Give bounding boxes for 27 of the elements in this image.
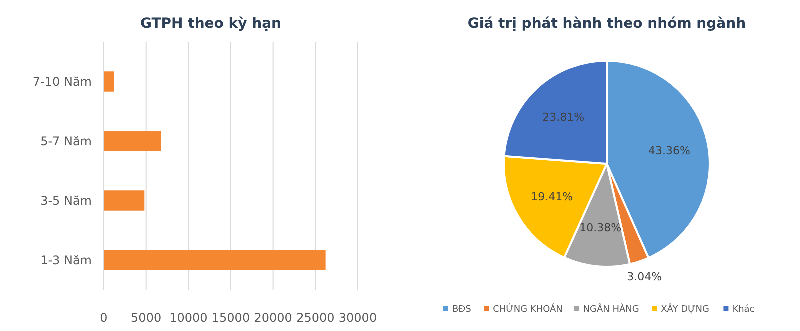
legend-label: NGÂN HÀNG [583,303,640,316]
bar [104,72,114,92]
chart-title: GTPH theo kỳ hạn [140,16,282,32]
bar [104,250,326,270]
legend-label: Khác [732,304,755,316]
x-tick-label: 10000 [170,311,208,325]
x-tick-label: 5000 [131,311,162,325]
bar [104,131,162,152]
data-label: 43.36% [648,144,690,158]
data-label: 10.38% [580,221,622,234]
y-tick-label: 7-10 Năm [32,74,92,89]
data-label: 19.41% [531,190,574,204]
y-tick-label: 5-7 Năm [40,134,92,148]
x-tick-label: 25000 [296,311,335,325]
y-tick-label: 3-5 Năm [40,194,92,208]
y-tick-label: 1-3 Năm [40,253,92,268]
bar [104,190,145,211]
x-tick-label: 0 [100,311,108,325]
legend-label: XÂY DỰNG [661,303,710,316]
x-tick-label: 20000 [254,311,292,325]
legend-label: CHỨNG KHOÁN [493,303,563,316]
x-tick-label: 30000 [338,311,378,325]
data-label: 23.81% [542,111,585,124]
x-tick-label: 15000 [212,311,250,325]
data-label: 3.04% [627,270,662,284]
legend-label: BĐS [452,305,472,316]
chart-title: Giá trị phát hành theo nhóm ngành [468,16,746,32]
